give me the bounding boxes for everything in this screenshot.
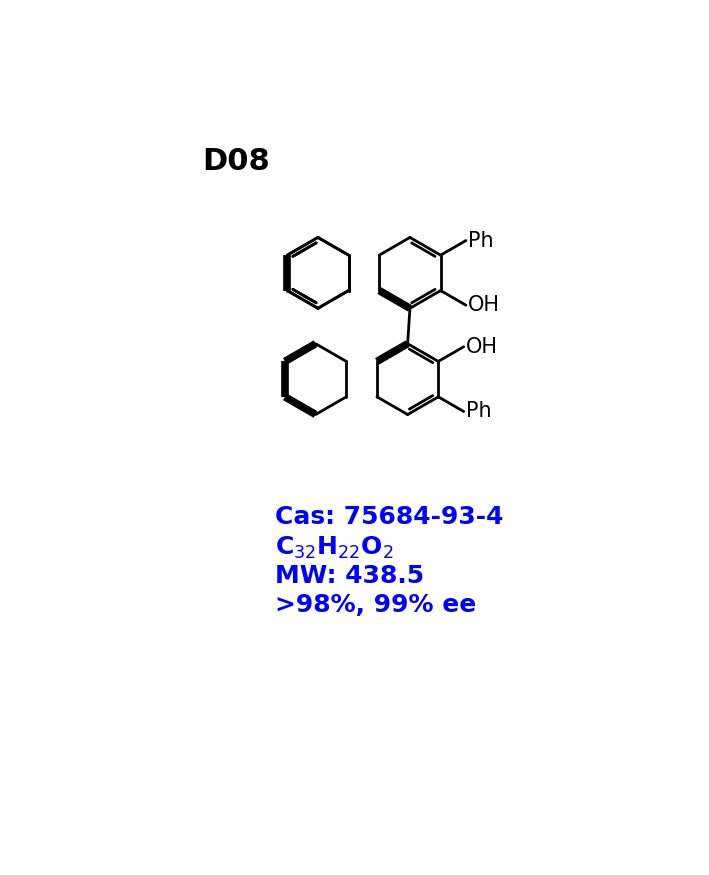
Text: D08: D08 xyxy=(202,147,270,177)
Text: Cas: 75684-93-4: Cas: 75684-93-4 xyxy=(275,506,503,529)
Text: Ph: Ph xyxy=(468,230,494,250)
Text: OH: OH xyxy=(468,295,501,315)
Text: C$_{32}$H$_{22}$O$_2$: C$_{32}$H$_{22}$O$_2$ xyxy=(275,535,393,561)
Text: MW: 438.5: MW: 438.5 xyxy=(275,564,424,588)
Text: >98%, 99% ee: >98%, 99% ee xyxy=(275,593,476,617)
Text: Ph: Ph xyxy=(466,402,491,422)
Text: OH: OH xyxy=(466,337,498,357)
